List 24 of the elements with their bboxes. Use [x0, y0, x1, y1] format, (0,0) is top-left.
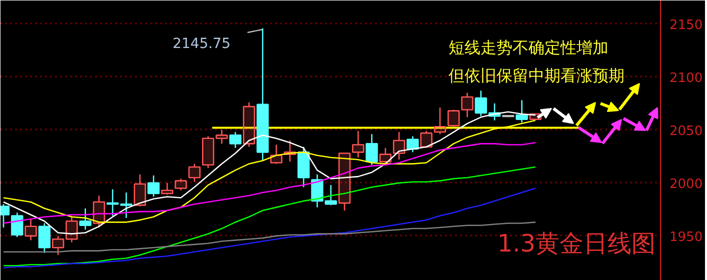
- candlestick: [216, 129, 228, 144]
- candlestick: [134, 174, 146, 207]
- candlestick: [79, 208, 92, 230]
- line-series: [2, 188, 536, 268]
- annotation: 1.3黄金日线图: [497, 230, 656, 258]
- y-tick-label: 1950: [670, 230, 703, 245]
- y-tick-label: 2050: [670, 124, 703, 139]
- candlestick: [174, 178, 187, 191]
- annotation: 但依旧保留中期看涨预期: [448, 66, 624, 85]
- candlestick: [161, 182, 174, 196]
- annotation: 短线走势不确定性增加: [448, 38, 608, 57]
- candlestick: [461, 92, 474, 118]
- candlestick: [270, 144, 282, 164]
- line-series: [2, 222, 536, 253]
- y-tick-label: 2000: [670, 176, 703, 192]
- candlestick: [352, 130, 364, 158]
- candlestick: [202, 136, 214, 169]
- candlestick: [256, 28, 269, 162]
- candlestick: [448, 109, 460, 128]
- y-tick-label: 2100: [670, 70, 703, 86]
- annotation: 2145.75: [172, 36, 231, 52]
- line-series: [2, 166, 536, 266]
- candlestick: [24, 218, 37, 241]
- y-tick-label: 2150: [670, 18, 703, 33]
